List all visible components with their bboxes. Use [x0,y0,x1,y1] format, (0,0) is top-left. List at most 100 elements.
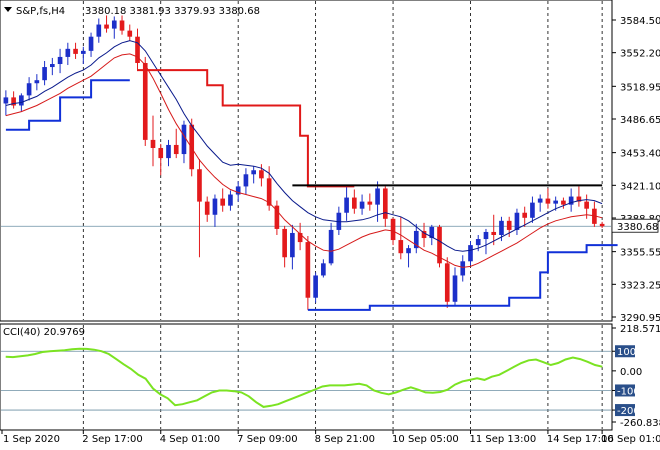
candle-body [173,144,179,155]
candle-body [359,201,365,209]
candle-body [437,226,442,264]
candle-body [26,83,32,96]
candle-body [73,48,78,54]
candle-body [313,275,318,298]
time-axis-label: 8 Sep 21:00 [315,434,375,445]
candle-body [3,97,9,104]
candle-body [127,30,133,37]
price-axis-label: 3552.20 [620,49,660,60]
price-axis-label: 3355.55 [620,248,660,259]
current-price-label: 3380.68 [617,222,658,233]
candle-body [561,200,566,205]
time-axis-label: 14 Sep 17:00 [547,434,614,445]
cci-axis-label: -260.8386 [620,418,660,429]
red-moving-average [5,53,603,268]
candle-body [158,147,164,159]
candle-body [491,231,497,235]
candle-body [290,232,295,258]
candle-body [243,174,249,187]
candle-body [576,196,582,202]
candle-body [34,80,40,84]
candle-body [599,223,605,227]
candle-body [104,24,109,29]
candle-body [328,229,334,264]
candle-body [297,232,303,243]
candle-body [135,36,140,63]
price-axis-label: 3421.10 [620,181,660,192]
candle-body [537,198,543,203]
candle-body [522,212,528,218]
candle-body [42,67,47,81]
candle-body [181,124,187,155]
cci-series [5,347,603,408]
candle-body [235,186,241,195]
cci-indicator-label: CCI(40) 20.9769 [3,327,85,338]
candle-body [584,201,589,209]
blue-support-stepline [5,79,618,311]
time-axis-label: 2 Sep 17:00 [82,434,142,445]
candle-body [367,201,373,205]
cci-axis-label: -200 [617,406,640,417]
price-axis-label: 3584.50 [620,16,660,27]
candle-body [204,201,210,215]
cci-axis-label: 218.5717 [620,324,660,335]
cci-axis-label: 0.00 [620,367,642,378]
symbol-header: S&P,fs,H4 3380.18 3381.93 3379.93 3380.6… [4,6,260,17]
candle-body [499,220,504,235]
blue-moving-average [5,40,603,252]
candle-body [166,144,171,159]
candle-body [468,245,473,262]
candle-body [57,56,63,65]
time-axis: 1 Sep 2020 2 Sep 17:00 4 Sep 01:00 7 Sep 09… [1,430,660,445]
candle-body [553,200,558,204]
cci-axis: 218.5717 100 0.00 -100 -200-260.8386 [612,324,660,429]
price-axis-label: 3486.65 [620,115,660,126]
candlestick-series [3,15,605,310]
candle-body [444,263,450,302]
candle-body [80,50,86,54]
candle-body [406,248,411,254]
candle-body [259,170,264,179]
time-axis-label: 16 Sep 01:00 [601,434,660,445]
candle-body [568,196,574,205]
cci-pane-frame [0,323,613,431]
candle-body [189,124,195,170]
triangle-down-icon[interactable] [4,7,12,12]
candle-body [514,212,520,230]
cci-level-badge [615,384,635,397]
cci-level-badge [615,404,635,417]
price-axis: 3584.50 3552.20 3518.95 3486.65 3453.40 3421.… [612,16,660,324]
candle-body [429,226,435,239]
time-axis-label: 4 Sep 01:00 [160,434,220,445]
candle-body [375,188,380,205]
candle-body [266,178,272,206]
candle-body [142,62,148,140]
candle-body [11,97,16,106]
candle-body [530,202,535,218]
candle-body [150,139,156,148]
candle-body [251,170,256,175]
cci-axis-label: -100 [617,386,640,397]
candle-body [398,240,404,254]
candle-body [212,198,218,215]
cci-line [5,347,603,408]
candle-body [382,188,388,219]
current-price-badge: 3380.68 [611,218,659,233]
candle-body [282,228,287,258]
candle-body [65,48,71,57]
candle-body [305,242,311,298]
time-axis-label: 10 Sep 05:00 [392,434,459,445]
candle-body [483,231,489,240]
candle-body [96,24,102,37]
ohlc-label: 3380.18 3381.93 3379.93 3380.68 [85,6,260,17]
candle-body [111,20,117,29]
candle-body [344,197,349,213]
candle-body [452,275,458,302]
price-axis-label: 3290.95 [620,313,660,324]
candle-body [19,95,24,106]
moving-average-lines [5,40,618,311]
price-axis-label: 3518.95 [620,82,660,93]
candle-body [228,194,233,206]
candle-body [119,20,125,31]
